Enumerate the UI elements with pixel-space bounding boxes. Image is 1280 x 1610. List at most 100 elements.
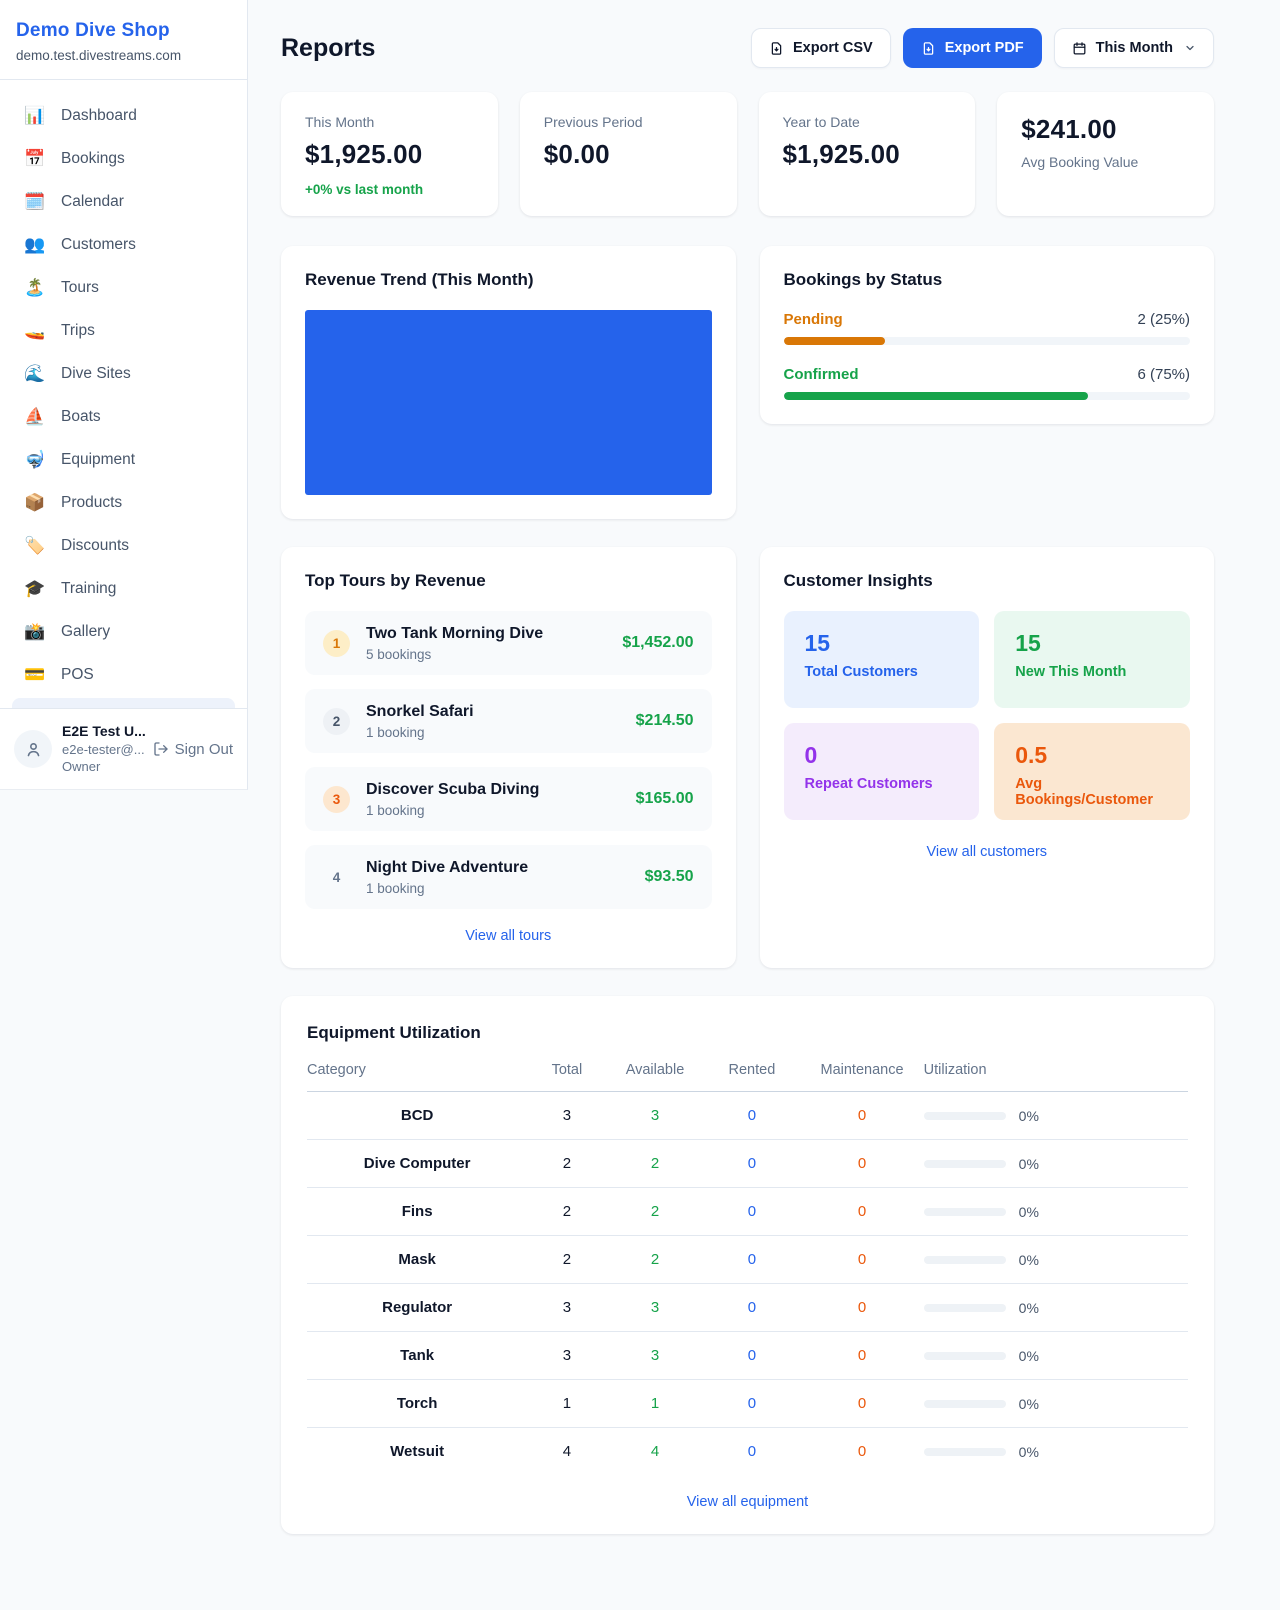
user-role: Owner [62,759,101,775]
table-row: Dive Computer 2 2 0 0 0% [307,1139,1188,1188]
export-csv-button[interactable]: Export CSV [750,28,891,68]
export-pdf-button[interactable]: Export PDF [902,28,1042,68]
insight-label: Total Customers [804,664,918,680]
sign-out-button[interactable]: Sign Out [153,741,233,758]
equipment-utilization: 0% [923,1091,1188,1140]
diving-mask-icon: 🤿 [24,450,46,469]
insight-avg-bookings: 0.5 Avg Bookings/Customer [994,723,1190,820]
utilization-bar [923,1351,1006,1360]
tour-name: Snorkel Safari [366,702,474,720]
sidebar-nav: 📊 Dashboard 📅 Bookings 🗓️ Calendar 👥 Custome… [0,80,247,708]
insight-repeat-customers: 0 Repeat Customers [783,723,980,820]
status-label: Pending [783,311,843,328]
utilization-percent: 0% [1018,1395,1039,1412]
equipment-maintenance: 0 [800,1379,924,1428]
sidebar-item-gallery[interactable]: 📸 Gallery [12,610,235,653]
utilization-bar [923,1207,1006,1216]
utilization-bar [923,1399,1006,1408]
utilization-bar [923,1111,1006,1120]
user-name: E2E Test U... [62,723,146,740]
utilization-percent: 0% [1018,1299,1039,1316]
stat-label: Avg Booking Value [1021,154,1139,170]
sidebar-item-equipment[interactable]: 🤿 Equipment [12,438,235,481]
insight-total-customers: 15 Total Customers [783,611,980,708]
equipment-maintenance: 0 [800,1187,924,1236]
table-row: BCD 3 3 0 0 0% [307,1091,1188,1140]
revenue-trend-bar [305,310,712,495]
utilization-percent: 0% [1018,1347,1039,1364]
bookings-by-status-card: Bookings by Status Pending 2 (25%) Confi… [759,246,1214,424]
sidebar-item-label: Training [61,579,117,597]
sidebar-item-customers[interactable]: 👥 Customers [12,223,235,266]
sidebar-item-boats[interactable]: ⛵ Boats [12,395,235,438]
insights-row: Top Tours by Revenue 1 Two Tank Morning … [281,547,1214,968]
equipment-available: 3 [606,1283,704,1332]
period-dropdown[interactable]: This Month [1053,28,1214,68]
people-icon: 👥 [24,235,46,254]
equipment-total: 3 [527,1283,607,1332]
stat-label: Year to Date [782,114,860,130]
sidebar-item-pos[interactable]: 💳 POS [12,653,235,696]
tour-revenue: $93.50 [644,868,694,885]
tour-name: Two Tank Morning Dive [366,624,544,642]
camera-icon: 📸 [24,622,46,641]
equipment-available: 2 [606,1139,704,1188]
equipment-maintenance: 0 [857,1443,867,1460]
sidebar-item-label: Products [61,493,123,511]
bookings-by-status-title: Bookings by Status [783,270,943,289]
status-count: 6 (75%) [1137,366,1190,383]
equipment-rented: 0 [703,1139,801,1188]
equipment-title: Equipment Utilization [307,1023,481,1042]
utilization-percent: 0% [1018,1155,1039,1172]
sidebar-item-label: Bookings [61,149,125,167]
utilization-percent: 0% [1018,1443,1039,1460]
table-row: Regulator 3 3 0 0 0% [307,1283,1188,1332]
user-footer: E2E Test U... e2e-tester@... Owner Sign … [0,708,247,789]
insight-value: 0 [804,742,818,768]
status-count: 2 (25%) [1137,311,1190,328]
rank-badge: 1 [323,629,350,657]
tag-icon: 🏷️ [24,536,46,555]
sidebar-item-trips[interactable]: 🚤 Trips [12,309,235,352]
stat-label: This Month [305,114,375,130]
sidebar-item-reports-partial[interactable] [12,698,235,708]
sidebar-item-tours[interactable]: 🏝️ Tours [12,266,235,309]
header-actions: Export CSV Export PDF This Month [750,28,1214,68]
top-tours-title: Top Tours by Revenue [305,571,486,590]
sidebar-item-dashboard[interactable]: 📊 Dashboard [12,94,235,137]
revenue-trend-card: Revenue Trend (This Month) [281,246,736,519]
sidebar-item-label: Discounts [61,536,130,554]
equipment-maintenance: 0 [800,1235,924,1284]
sidebar-item-bookings[interactable]: 📅 Bookings [12,137,235,180]
tour-bookings: 1 booking [366,880,425,896]
equipment-total: 2 [527,1187,607,1236]
equipment-utilization: 0% [923,1139,1188,1188]
tour-list: 1 Two Tank Morning Dive 5 bookings $1,452… [305,611,712,909]
tour-revenue: $165.00 [635,790,694,807]
sidebar-item-training[interactable]: 🎓 Training [12,567,235,610]
page-header: Reports Export CSV Export PDF This Month [281,28,1214,68]
view-all-customers-link[interactable]: View all customers [926,844,1048,860]
status-label: Confirmed [783,366,859,383]
stat-note: +0% vs last month [305,182,424,197]
insight-label: Avg Bookings/Customer [1015,776,1154,808]
equipment-total: 2 [527,1139,607,1188]
view-all-tours-link[interactable]: View all tours [465,928,552,944]
export-pdf-label: Export PDF [944,40,1024,56]
status-row-confirmed: Confirmed 6 (75%) [783,366,1190,400]
equipment-total: 4 [562,1443,572,1460]
sidebar-item-calendar[interactable]: 🗓️ Calendar [12,180,235,223]
view-all-equipment-link[interactable]: View all equipment [686,1494,809,1510]
sidebar-item-products[interactable]: 📦 Products [12,481,235,524]
chevron-down-icon [1184,42,1196,54]
shop-name: Demo Dive Shop [16,20,170,41]
column-header: Maintenance [800,1062,924,1092]
sidebar-item-dive-sites[interactable]: 🌊 Dive Sites [12,352,235,395]
equipment-maintenance: 0 [800,1331,924,1380]
sidebar-item-discounts[interactable]: 🏷️ Discounts [12,524,235,567]
credit-card-icon: 💳 [24,665,46,684]
equipment-utilization: 0% [923,1235,1188,1284]
sidebar-item-label: Customers [61,235,136,253]
period-label: This Month [1095,40,1173,56]
revenue-trend-title: Revenue Trend (This Month) [305,270,534,289]
